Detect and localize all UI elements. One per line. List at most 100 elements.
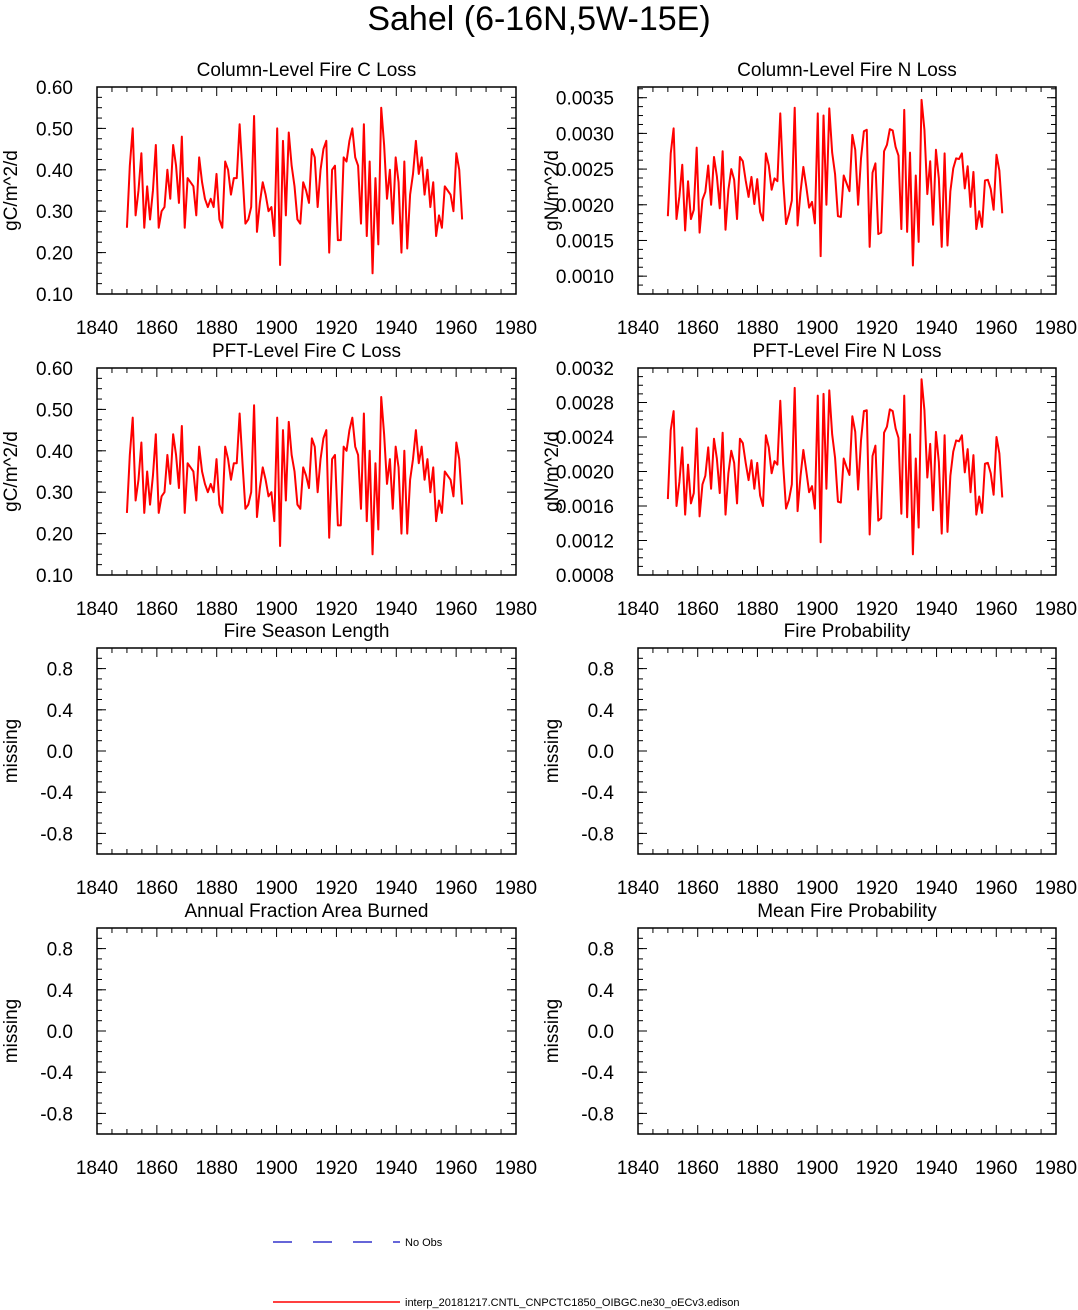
panels: Column-Level Fire C Loss gC/m^2/d 1840 1860… bbox=[1, 60, 1077, 1179]
x-tick-label: 1960 bbox=[975, 599, 1017, 620]
y-tick-label: -0.4 bbox=[40, 1063, 73, 1084]
x-tick-label: 1920 bbox=[856, 878, 898, 899]
y-tick-label: 0.0025 bbox=[556, 160, 614, 181]
x-tick-label: 1880 bbox=[736, 599, 778, 620]
x-tick-label: 1920 bbox=[315, 599, 357, 620]
x-tick-label: 1940 bbox=[915, 878, 957, 899]
panel-5: Fire Probability missing 1840 1860 1880 1900 1… bbox=[542, 621, 1077, 899]
y-tick-label: 0.0 bbox=[588, 1022, 614, 1043]
x-tick-label: 1940 bbox=[915, 599, 957, 620]
x-tick-label: 1900 bbox=[255, 599, 297, 620]
x-tick-label: 1840 bbox=[617, 599, 659, 620]
x-tick-label: 1900 bbox=[255, 1158, 297, 1179]
x-tick-label: 1980 bbox=[1035, 1158, 1077, 1179]
y-tick-label: 0.30 bbox=[36, 483, 73, 504]
plot-frame bbox=[96, 927, 517, 1135]
x-tick-label: 1860 bbox=[136, 878, 178, 899]
y-tick-label: 0.40 bbox=[36, 442, 73, 463]
x-tick-label: 1960 bbox=[975, 318, 1017, 339]
x-tick-label: 1920 bbox=[315, 1158, 357, 1179]
y-axis-label: gC/m^2/d bbox=[1, 431, 22, 512]
x-tick-label: 1940 bbox=[375, 1158, 417, 1179]
x-tick-label: 1900 bbox=[796, 1158, 838, 1179]
panel-1: Column-Level Fire N Loss gN/m^2/d 1840 1860… bbox=[542, 60, 1077, 339]
y-axis-label: gC/m^2/d bbox=[1, 150, 22, 231]
panel-title: Column-Level Fire C Loss bbox=[197, 60, 417, 81]
x-tick-label: 1860 bbox=[677, 599, 719, 620]
plot-frame bbox=[637, 86, 1057, 295]
x-tick-label: 1940 bbox=[375, 878, 417, 899]
x-tick-label: 1880 bbox=[196, 1158, 238, 1179]
x-tick-label: 1980 bbox=[1035, 599, 1077, 620]
x-tick-label: 1860 bbox=[677, 318, 719, 339]
plot-frame bbox=[637, 367, 1057, 576]
figure-title: Sahel (6-16N,5W-15E) bbox=[367, 0, 710, 38]
x-tick-label: 1860 bbox=[677, 1158, 719, 1179]
x-tick-label: 1980 bbox=[495, 318, 537, 339]
x-tick-label: 1860 bbox=[677, 878, 719, 899]
panel-title: PFT-Level Fire C Loss bbox=[212, 341, 401, 362]
y-tick-label: 0.50 bbox=[36, 119, 73, 140]
y-tick-label: 0.0010 bbox=[556, 267, 614, 288]
x-tick-label: 1940 bbox=[915, 1158, 957, 1179]
y-tick-label: 0.0020 bbox=[556, 196, 614, 217]
y-tick-label: 0.10 bbox=[36, 566, 73, 587]
x-tick-label: 1840 bbox=[617, 878, 659, 899]
y-tick-label: -0.4 bbox=[40, 783, 73, 804]
x-tick-label: 1840 bbox=[76, 599, 118, 620]
panel-3: PFT-Level Fire N Loss gN/m^2/d 1840 1860 188… bbox=[542, 341, 1077, 620]
y-tick-label: 0.4 bbox=[47, 981, 74, 1002]
legend-label-model: interp_20181217.CNTL_CNPCTC1850_OIBGC.ne… bbox=[405, 1297, 739, 1309]
series-line-model bbox=[666, 98, 1004, 267]
x-tick-label: 1960 bbox=[975, 1158, 1017, 1179]
y-axis-label: missing bbox=[542, 719, 563, 783]
plot-frame bbox=[96, 367, 517, 576]
y-tick-label: 0.8 bbox=[588, 940, 614, 961]
series-line-model bbox=[666, 378, 1004, 556]
y-tick-label: 0.0028 bbox=[556, 394, 614, 415]
x-tick-label: 1860 bbox=[136, 599, 178, 620]
x-tick-label: 1940 bbox=[915, 318, 957, 339]
panel-title: Mean Fire Probability bbox=[757, 901, 937, 922]
x-tick-label: 1980 bbox=[1035, 878, 1077, 899]
legend-label-obs: No Obs bbox=[405, 1237, 443, 1249]
x-tick-label: 1980 bbox=[1035, 318, 1077, 339]
y-tick-label: 0.0032 bbox=[556, 359, 614, 380]
y-tick-label: 0.0024 bbox=[556, 428, 615, 449]
y-tick-label: -0.8 bbox=[40, 1104, 73, 1125]
panel-2: PFT-Level Fire C Loss gC/m^2/d 1840 1860 188… bbox=[1, 341, 537, 620]
x-tick-label: 1880 bbox=[196, 599, 238, 620]
x-tick-label: 1900 bbox=[255, 318, 297, 339]
y-tick-label: 0.4 bbox=[588, 701, 615, 722]
x-tick-label: 1880 bbox=[736, 1158, 778, 1179]
panel-0: Column-Level Fire C Loss gC/m^2/d 1840 1860… bbox=[1, 60, 537, 339]
y-tick-label: 0.4 bbox=[47, 701, 74, 722]
y-tick-label: 0.60 bbox=[36, 78, 73, 99]
panel-title: Column-Level Fire N Loss bbox=[737, 60, 957, 81]
y-tick-label: 0.4 bbox=[588, 981, 615, 1002]
y-axis-label: gN/m^2/d bbox=[542, 150, 563, 231]
x-tick-label: 1900 bbox=[796, 318, 838, 339]
x-tick-label: 1920 bbox=[856, 1158, 898, 1179]
y-tick-label: 0.0 bbox=[47, 742, 73, 763]
y-tick-label: 0.20 bbox=[36, 244, 73, 265]
panel-title: Fire Season Length bbox=[224, 621, 390, 642]
y-axis-label: missing bbox=[1, 719, 22, 783]
x-tick-label: 1840 bbox=[617, 1158, 659, 1179]
panel-title: Fire Probability bbox=[784, 621, 911, 642]
y-tick-label: 0.8 bbox=[47, 940, 73, 961]
panel-title: PFT-Level Fire N Loss bbox=[753, 341, 942, 362]
x-tick-label: 1960 bbox=[435, 878, 477, 899]
y-axis-label: missing bbox=[542, 999, 563, 1063]
x-tick-label: 1960 bbox=[435, 318, 477, 339]
plot-frame bbox=[96, 647, 517, 855]
legend: No Obs interp_20181217.CNTL_CNPCTC1850_O… bbox=[273, 1237, 739, 1309]
y-tick-label: 0.50 bbox=[36, 400, 73, 421]
x-tick-label: 1860 bbox=[136, 318, 178, 339]
x-tick-label: 1880 bbox=[736, 878, 778, 899]
y-tick-label: 0.8 bbox=[588, 660, 614, 681]
y-tick-label: 0.0 bbox=[588, 742, 614, 763]
x-tick-label: 1920 bbox=[315, 318, 357, 339]
plot-frame bbox=[637, 927, 1057, 1135]
